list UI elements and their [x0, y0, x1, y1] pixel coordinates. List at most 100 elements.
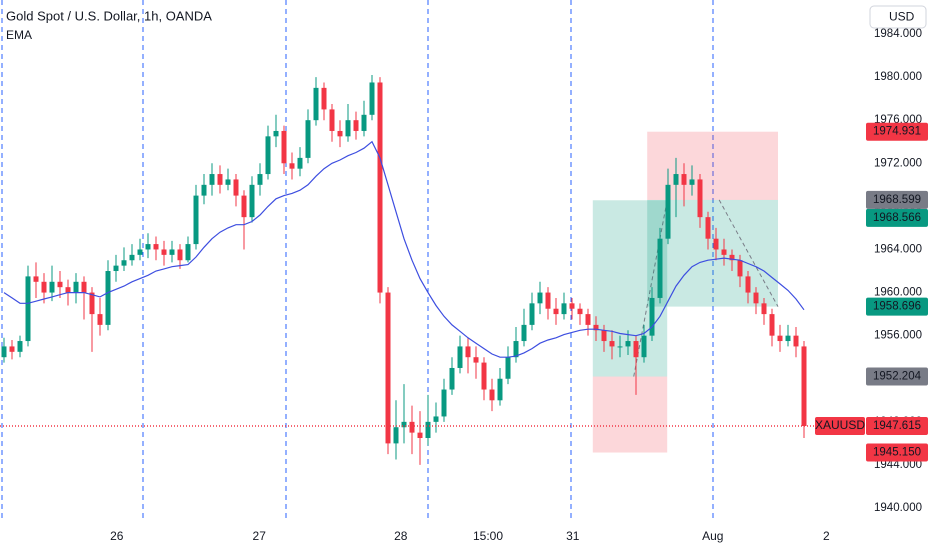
candle-body: [769, 314, 775, 336]
candle-body: [697, 179, 703, 218]
candle-body: [97, 314, 103, 325]
candle-body: [313, 87, 319, 121]
price-tag-label: 1952.204: [873, 371, 922, 383]
candle-body: [433, 416, 439, 422]
price-tag: [866, 367, 928, 386]
candle-body: [249, 184, 255, 218]
candle-body: [625, 341, 631, 347]
candle-body: [145, 244, 151, 250]
candle-body: [129, 254, 135, 261]
y-tick-label: 1956.000: [874, 330, 922, 342]
candle-body: [577, 308, 583, 315]
candle-body: [417, 432, 423, 439]
candle-body: [657, 238, 663, 298]
candle-body: [161, 249, 167, 255]
trade-path: [718, 199, 779, 307]
candle-body: [209, 174, 215, 185]
price-tag-label: 1945.150: [873, 447, 921, 459]
candle-body: [217, 174, 223, 185]
candle-body: [121, 260, 127, 266]
candle-body: [81, 281, 87, 293]
candle-body: [345, 120, 351, 137]
axes: 1940.0001944.0001948.0001952.0001956.000…: [110, 28, 928, 543]
candle-body: [553, 308, 559, 315]
currency-button[interactable]: [869, 5, 927, 29]
y-tick-label: 1940.000: [874, 502, 922, 514]
price-tag-label: 1947.615: [873, 420, 921, 432]
candle-body: [1, 346, 7, 358]
x-tick-label: 26: [110, 529, 124, 543]
y-tick-label: 1964.000: [874, 244, 922, 256]
candle-body: [585, 314, 591, 325]
candle-body: [265, 136, 271, 175]
candle-body: [777, 335, 783, 342]
candle-body: [665, 184, 671, 239]
currency-label[interactable]: USD: [889, 10, 915, 24]
candle-body: [385, 292, 391, 444]
candle-body: [9, 346, 15, 352]
candle-body: [801, 346, 807, 426]
candle-body: [281, 130, 287, 164]
loss-zone: [592, 376, 668, 453]
candle-body: [753, 292, 759, 304]
candle-body: [513, 341, 519, 358]
candle-body: [225, 179, 231, 185]
x-tick-label: 27: [253, 529, 267, 543]
price-tag: [866, 297, 928, 316]
x-tick-label: 2: [823, 529, 830, 543]
price-tag-label: 1968.599: [873, 194, 921, 206]
candle-body: [409, 421, 415, 433]
candle-body: [297, 157, 303, 169]
candle-body: [465, 346, 471, 358]
candle-body: [401, 421, 407, 428]
candle-body: [41, 281, 47, 293]
price-tag: [866, 122, 928, 141]
candle-body: [505, 357, 511, 379]
candle-body: [673, 174, 679, 185]
candle-body: [329, 109, 335, 131]
candle-body: [289, 163, 295, 169]
x-tick-label: 28: [394, 529, 408, 543]
candle-body: [641, 335, 647, 358]
candle-body: [57, 281, 63, 288]
candle-body: [113, 265, 119, 272]
candle-body: [617, 346, 623, 348]
candle-body: [25, 276, 31, 342]
symbol-label: XAUUSD: [815, 418, 865, 432]
price-tag: [866, 416, 928, 435]
candle-body: [233, 179, 239, 196]
trade-path: [633, 200, 668, 377]
candle-body: [105, 271, 111, 325]
candle-body: [713, 238, 719, 250]
candle-body: [609, 341, 615, 347]
candle-body: [241, 195, 247, 218]
candle-body: [321, 87, 327, 110]
candle-body: [633, 341, 639, 358]
candle-body: [185, 244, 191, 261]
price-tag-label: 1974.931: [873, 126, 921, 138]
candle-body: [201, 184, 207, 196]
candle-body: [193, 195, 199, 245]
candle-body: [273, 130, 279, 137]
candle-body: [353, 120, 359, 131]
chart-title: Gold Spot / U.S. Dollar, 1h, OANDA: [6, 8, 212, 23]
candle-body: [721, 249, 727, 255]
candle-body: [481, 362, 487, 390]
x-tick-label: 15:00: [473, 529, 503, 543]
candle-body: [65, 287, 71, 293]
candle-body: [793, 335, 799, 347]
y-tick-label: 1944.000: [874, 459, 922, 471]
x-tick-label: 31: [566, 529, 580, 543]
candle-body: [705, 217, 711, 239]
candle-body: [73, 281, 79, 293]
candle-body: [537, 292, 543, 304]
candle-body: [737, 260, 743, 277]
candle-body: [457, 346, 463, 368]
candle-body: [521, 324, 527, 342]
ema-line: [3, 140, 805, 358]
y-tick-label: 1984.000: [874, 28, 922, 40]
price-tag: [866, 190, 928, 209]
candles: [0, 74, 815, 465]
y-tick-label: 1980.000: [874, 71, 922, 83]
